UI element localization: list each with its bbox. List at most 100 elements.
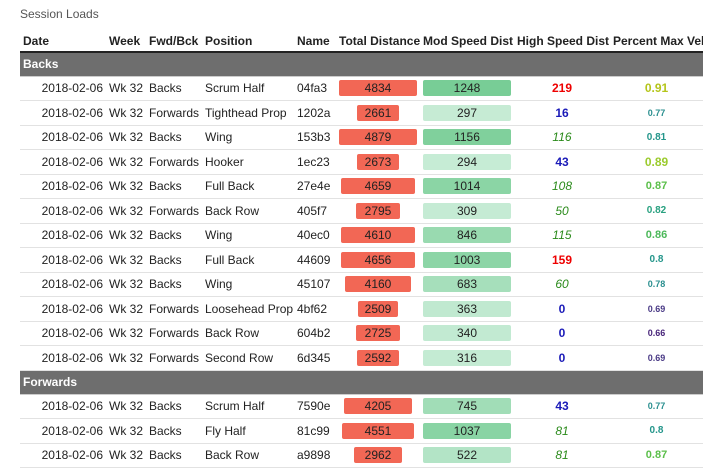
cell-fwd-bck: Forwards [146,149,202,175]
cell-fwd-bck: Forwards [146,198,202,224]
total-distance-fill [340,178,416,195]
cell-week: Wk 32 [106,149,146,175]
col-header-week[interactable]: Week [106,30,146,53]
table-row[interactable]: 2018-02-06 Wk 32 Backs Wing 153b3 4879 1156 116… [20,125,703,150]
mod-speed-dist-value: 1037 [453,423,481,438]
table-row[interactable]: 2018-02-06 Wk 32 Forwards Hooker 1ec23 2673 29… [20,149,703,175]
session-loads-table: Date Week Fwd/Bck Position Name Total Di… [20,30,703,468]
cell-date: 2018-02-06 [20,296,106,322]
mod-speed-dist-value: 846 [456,228,478,243]
cell-high-speed-dist: 0 [514,296,610,322]
mod-speed-dist-value: 1156 [454,130,480,145]
table-row[interactable]: 2018-02-06 Wk 32 Forwards Tighthead Prop 120… [20,100,703,126]
cell-position: Scrum Half [202,394,294,419]
col-header-position[interactable]: Position [202,30,294,53]
cell-week: Wk 32 [106,198,146,224]
mod-speed-dist-bar: 745 [423,398,511,415]
cell-high-speed-dist: 50 [514,198,610,224]
mod-speed-dist-bar: 363 [423,300,511,317]
total-distance-fill [357,300,399,317]
table-row[interactable]: 2018-02-06 Wk 32 Backs Fly Half 81c99 4551 103… [20,418,703,444]
group-header-row[interactable]: Forwards [20,370,703,395]
cell-high-speed-dist: 81 [514,443,610,468]
group-header-row[interactable]: Backs [20,52,703,77]
total-distance-bar: 4160 [339,276,417,293]
table-row[interactable]: 2018-02-06 Wk 32 Backs Scrum Half 04fa3 4834 1… [20,76,703,101]
cell-percent-max-vel: 0.86 [610,223,703,248]
col-header-high-speed-dist[interactable]: High Speed Dist [514,30,610,53]
total-distance-value: 2509 [364,301,392,316]
cell-total-distance: 2673 [336,149,420,175]
table-row[interactable]: 2018-02-06 Wk 32 Backs Scrum Half 7590e 4205 7… [20,394,703,419]
total-distance-value: 4205 [364,399,392,414]
cell-fwd-bck: Forwards [146,345,202,371]
mod-speed-dist-value: 745 [456,399,478,414]
table-row[interactable]: 2018-02-06 Wk 32 Forwards Back Row 604b2 2725… [20,321,703,346]
cell-name: 4bf62 [294,296,336,322]
cell-week: Wk 32 [106,443,146,468]
total-distance-bar: 4610 [339,227,417,244]
mod-speed-dist-fill [423,276,511,293]
cell-mod-speed-dist: 1003 [420,247,514,273]
total-distance-bar: 2725 [339,325,417,342]
mod-speed-dist-bar: 1037 [423,422,511,439]
total-distance-value: 4160 [364,277,392,292]
cell-high-speed-dist: 159 [514,247,610,273]
total-distance-bar: 2795 [339,202,417,219]
cell-name: 81c99 [294,418,336,444]
cell-name: 604b2 [294,321,336,346]
mod-speed-dist-bar: 522 [423,447,511,464]
total-distance-bar: 4659 [339,178,417,195]
cell-date: 2018-02-06 [20,418,106,444]
mod-speed-dist-value: 1014 [453,179,481,194]
table-row[interactable]: 2018-02-06 Wk 32 Backs Back Row a9898 2962 522… [20,443,703,468]
mod-speed-dist-value: 683 [456,277,478,292]
total-distance-fill [339,80,417,97]
table-row[interactable]: 2018-02-06 Wk 32 Backs Wing 45107 4160 683 60 0.… [20,272,703,297]
cell-name: 6d345 [294,345,336,371]
cell-percent-max-vel: 0.66 [610,321,703,346]
cell-name: 405f7 [294,198,336,224]
cell-date: 2018-02-06 [20,272,106,297]
cell-fwd-bck: Backs [146,223,202,248]
header-row: Date Week Fwd/Bck Position Name Total Di… [20,30,703,53]
cell-position: Back Row [202,321,294,346]
mod-speed-dist-value: 309 [456,203,478,218]
table-row[interactable]: 2018-02-06 Wk 32 Forwards Second Row 6d345 25… [20,345,703,371]
table-row[interactable]: 2018-02-06 Wk 32 Forwards Back Row 405f7 2795… [20,198,703,224]
col-header-date[interactable]: Date [20,30,106,53]
table-row[interactable]: 2018-02-06 Wk 32 Backs Full Back 27e4e 4659 10… [20,174,703,199]
table-caption: Session Loads [20,7,99,21]
total-distance-bar: 4551 [339,422,417,439]
mod-speed-dist-value: 522 [456,448,478,463]
cell-position: Full Back [202,247,294,273]
cell-percent-max-vel: 0.69 [610,296,703,322]
cell-high-speed-dist: 60 [514,272,610,297]
cell-name: 7590e [294,394,336,419]
cell-mod-speed-dist: 522 [420,443,514,468]
table-row[interactable]: 2018-02-06 Wk 32 Backs Wing 40ec0 4610 846 115 0… [20,223,703,248]
table-row[interactable]: 2018-02-06 Wk 32 Forwards Loosehead Prop 4bf… [20,296,703,322]
cell-total-distance: 2725 [336,321,420,346]
col-header-fwd-bck[interactable]: Fwd/Bck [146,30,202,53]
mod-speed-dist-fill [423,447,511,464]
col-header-percent-max-vel[interactable]: Percent Max Vel [610,30,703,53]
cell-position: Tighthead Prop [202,100,294,126]
col-header-total-distance[interactable]: Total Distance [336,30,420,53]
col-header-mod-speed-dist[interactable]: Mod Speed Dist [420,30,514,53]
total-distance-bar: 2592 [339,349,417,366]
cell-week: Wk 32 [106,394,146,419]
col-header-name[interactable]: Name [294,30,336,53]
cell-total-distance: 2795 [336,198,420,224]
total-distance-bar: 2962 [339,447,417,464]
cell-week: Wk 32 [106,345,146,371]
total-distance-bar: 2509 [339,300,417,317]
mod-speed-dist-bar: 1014 [423,178,511,195]
cell-position: Wing [202,272,294,297]
cell-total-distance: 4879 [336,125,420,150]
table-row[interactable]: 2018-02-06 Wk 32 Backs Full Back 44609 4656 10… [20,247,703,273]
total-distance-value: 2592 [364,350,392,365]
cell-position: Wing [202,223,294,248]
group-label: Forwards [20,370,703,395]
cell-week: Wk 32 [106,296,146,322]
